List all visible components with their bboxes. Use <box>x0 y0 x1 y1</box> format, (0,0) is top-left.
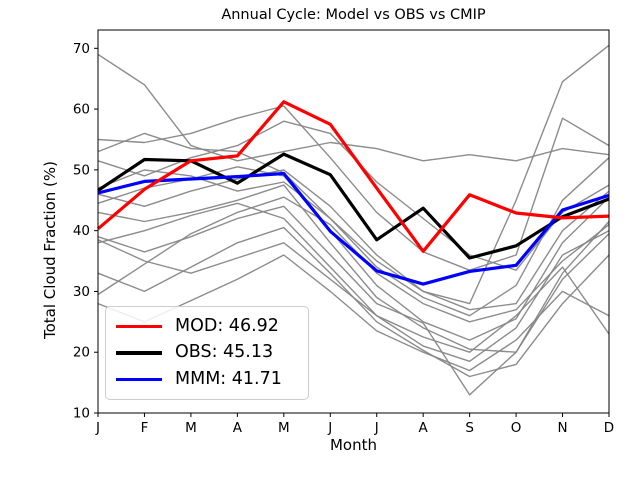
cmip-line <box>97 132 610 317</box>
cmip-line <box>97 44 610 305</box>
x-axis-label: Month <box>330 436 377 454</box>
y-tick-label: 50 <box>73 162 90 178</box>
x-tick-label: M <box>185 420 197 436</box>
mod-line <box>96 100 610 253</box>
x-tick-label: D <box>604 420 614 436</box>
y-axis-ticks: 10 20 30 40 50 60 70 <box>73 41 98 422</box>
mmm-line <box>97 171 610 286</box>
plot-area-border <box>97 29 610 414</box>
cmip-line <box>97 196 610 323</box>
y-tick-label: 40 <box>73 223 90 239</box>
mod-line-sample <box>116 324 162 329</box>
cmip-line <box>97 202 610 362</box>
cmip-line <box>97 239 610 353</box>
cmip-line <box>97 254 610 372</box>
x-tick-label: J <box>95 420 100 436</box>
legend-label-obs: OBS: 45.13 <box>175 342 274 363</box>
mmm-line-sample <box>116 377 162 382</box>
x-tick-label: F <box>141 420 149 436</box>
x-tick-label: A <box>233 420 243 436</box>
obs-line-sample <box>116 351 162 355</box>
y-tick-label: 30 <box>73 284 90 300</box>
cmip-line <box>97 53 610 162</box>
x-tick-label: O <box>511 420 522 436</box>
y-tick-label: 20 <box>73 345 90 361</box>
cmip-line <box>97 105 610 271</box>
main-series-lines <box>96 100 610 286</box>
obs-line <box>97 152 610 260</box>
y-tick-label: 10 <box>73 406 90 422</box>
x-tick-label: J <box>374 420 379 436</box>
x-tick-label: J <box>327 420 332 436</box>
x-tick-label: N <box>557 420 567 436</box>
y-axis-label: Total Cloud Fraction (%) <box>41 161 59 340</box>
y-tick-label: 70 <box>73 41 90 57</box>
cmip-line <box>97 169 610 311</box>
legend-row-mod: MOD: 46.92 <box>116 315 308 336</box>
y-tick-label: 60 <box>73 102 90 118</box>
x-tick-label: M <box>278 420 290 436</box>
x-tick-label: A <box>419 420 429 436</box>
legend-row-obs: OBS: 45.13 <box>116 344 308 362</box>
legend-label-mmm: MMM: 41.71 <box>175 368 282 389</box>
x-tick-label: S <box>465 420 474 436</box>
chart-title: Annual Cycle: Model vs OBS vs CMIP <box>221 7 486 23</box>
legend-row-mmm: MMM: 41.71 <box>116 368 308 389</box>
legend: MOD: 46.92 OBS: 45.13 MMM: 41.71 <box>105 306 309 400</box>
legend-label-mod: MOD: 46.92 <box>175 315 279 336</box>
